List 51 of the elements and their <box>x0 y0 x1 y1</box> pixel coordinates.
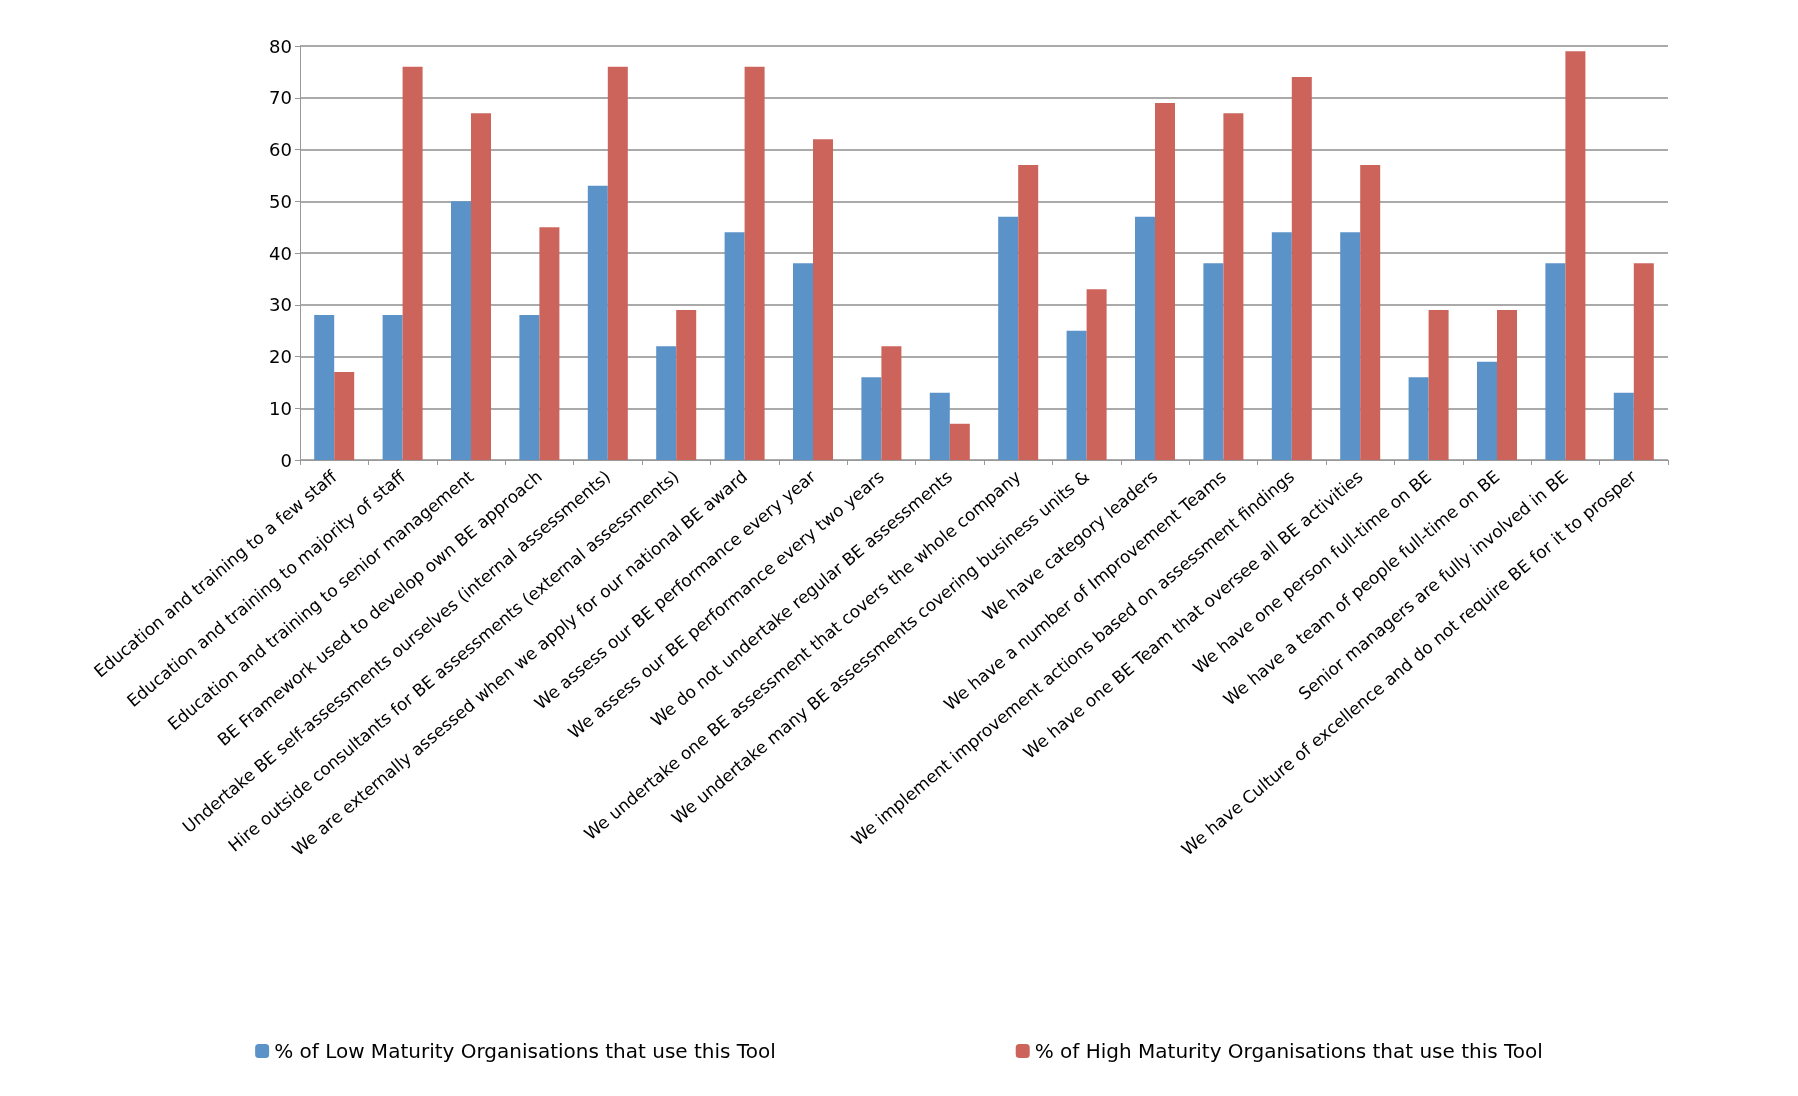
bar <box>813 139 833 460</box>
bar <box>587 185 608 460</box>
bar <box>949 423 970 460</box>
y-tick-label: 20 <box>269 346 292 367</box>
bar <box>744 66 765 460</box>
bar <box>929 392 950 460</box>
bar <box>382 315 403 460</box>
bar <box>656 346 677 460</box>
bar <box>724 232 745 460</box>
bar <box>1291 77 1312 460</box>
bar <box>881 346 902 460</box>
bar <box>1223 113 1244 460</box>
bar <box>402 66 423 460</box>
bar <box>1477 361 1497 460</box>
y-tick-label: 10 <box>269 397 292 419</box>
bar <box>1408 377 1429 460</box>
bar <box>676 309 697 460</box>
bar <box>861 377 882 460</box>
bar <box>1613 392 1634 460</box>
bar <box>334 372 355 460</box>
legend-label: % of High Maturity Organisations that use this Tool <box>1034 1039 1543 1063</box>
bar <box>793 263 813 460</box>
bar <box>1066 330 1087 460</box>
bar <box>607 66 628 460</box>
bar <box>1545 263 1566 460</box>
y-tick-label: 0 <box>280 449 292 471</box>
bar <box>1018 165 1039 460</box>
bar <box>314 315 335 460</box>
bar <box>1565 51 1586 460</box>
bar <box>1360 165 1381 460</box>
bar <box>451 201 471 460</box>
y-tick-label: 50 <box>269 190 292 212</box>
bar <box>1135 216 1155 460</box>
bar <box>519 315 540 460</box>
bar <box>1271 232 1292 460</box>
bar <box>539 227 560 460</box>
bar <box>1633 263 1654 460</box>
bar <box>1340 232 1361 460</box>
bar <box>998 216 1019 460</box>
legend-label: % of Low Maturity Organisations that use this Tool <box>274 1039 776 1063</box>
bar <box>471 113 491 460</box>
bar <box>1428 309 1449 460</box>
y-tick-label: 30 <box>269 294 292 316</box>
y-tick-label: 70 <box>269 87 292 109</box>
bar <box>1155 102 1175 460</box>
bar <box>1497 309 1517 460</box>
bar <box>1086 289 1107 460</box>
y-tick-label: 80 <box>269 35 292 57</box>
y-tick-label: 40 <box>269 242 292 264</box>
bar <box>1203 263 1224 460</box>
y-tick-label: 60 <box>269 139 292 160</box>
